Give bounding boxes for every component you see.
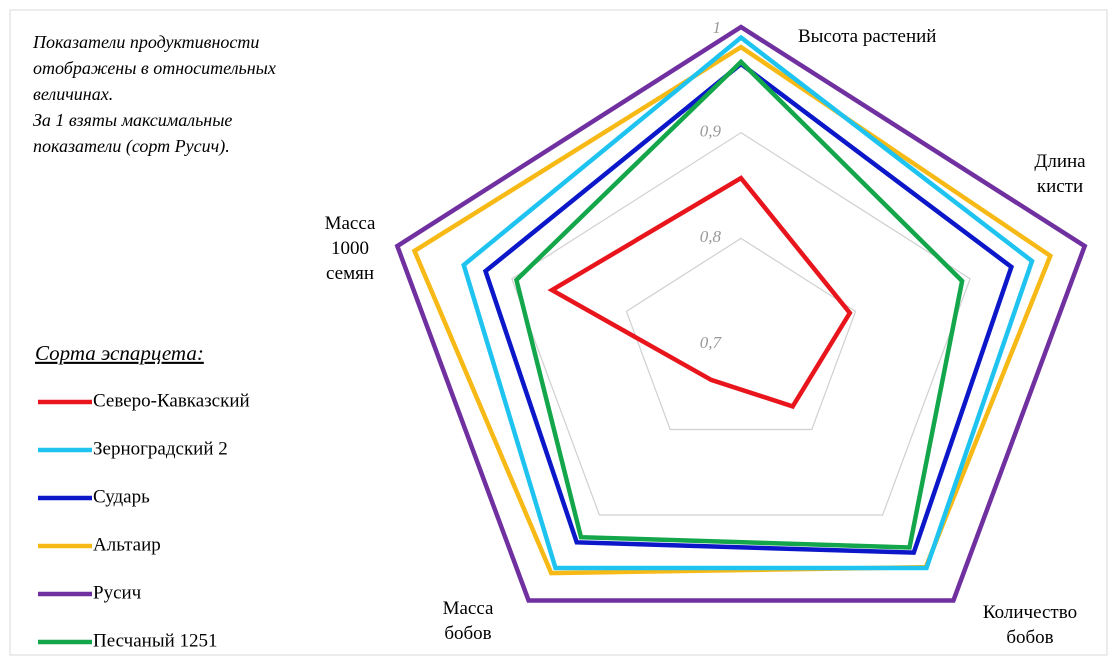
annotation: показатели (сорт Русич). [33,136,230,157]
annotation: За 1 взяты максимальные [33,110,232,130]
axis-label: Масса бобов [443,598,494,644]
grid-line [511,131,971,516]
r-tick-label: 0,9 [700,122,722,141]
series-line [461,34,1035,571]
legend-label: Северо-Кавказский [93,390,250,411]
chart-border [9,9,1108,656]
series-line [394,24,1088,603]
annotation: Показатели продуктивности [32,32,259,52]
annotation: отображены в относительных [33,58,276,78]
legend-label: Русич [93,582,142,603]
series-line [547,175,853,410]
axis-label: Количество бобов [983,602,1077,648]
legend-title: Сорта эспарцета: [35,341,204,365]
legend-label: Сударь [93,486,150,507]
axis-label: Высота растений [798,26,936,47]
series-line [513,58,965,550]
annotation: величинах. [33,84,113,104]
axis-label: Масса 1000 семян [325,213,376,284]
series-line [482,61,1015,555]
legend-label: Зерноградский 2 [93,438,228,459]
legend-label: Песчаный 1251 [93,630,218,651]
r-tick-label: 1 [713,18,722,37]
r-tick-label: 0,8 [700,227,722,246]
axis-label: Длина кисти [1034,151,1086,197]
r-tick-label: 0,7 [700,333,723,352]
legend-label: Альтаир [93,534,161,555]
